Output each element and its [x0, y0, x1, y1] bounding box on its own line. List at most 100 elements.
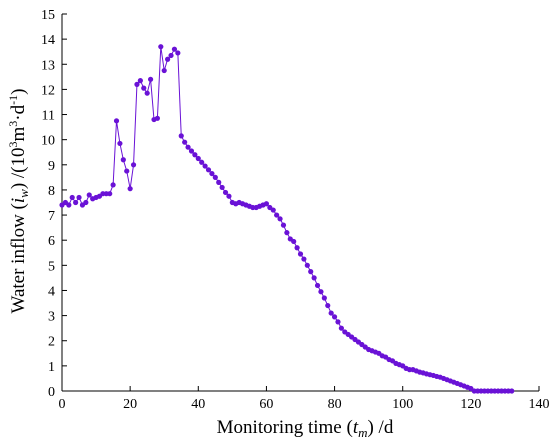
y-title-var: i	[8, 198, 29, 203]
y-tick-label: 0	[48, 385, 55, 400]
data-point	[154, 115, 160, 121]
y-tick-label: 6	[48, 234, 55, 249]
y-tick-label: 8	[48, 184, 55, 199]
x-tick-label: 60	[259, 397, 273, 412]
data-point	[226, 193, 232, 199]
data-point	[107, 191, 113, 197]
data-point	[144, 90, 150, 96]
data-point	[270, 207, 276, 213]
x-title-sub: m	[358, 425, 367, 440]
data-point	[335, 319, 341, 325]
data-point	[212, 174, 218, 180]
data-point	[277, 216, 283, 222]
x-tick-label: 0	[59, 397, 66, 412]
data-point	[168, 52, 174, 59]
y-tick-label: 14	[41, 33, 55, 48]
data-point	[171, 46, 178, 52]
data-point	[297, 251, 304, 257]
y-tick-label: 2	[48, 335, 55, 350]
y-tick-label: 7	[48, 209, 55, 224]
y-title-sup2: 3	[6, 121, 20, 127]
x-ticks: 0 20 40 60 80 100 120 140	[59, 386, 550, 412]
data-point	[284, 230, 290, 236]
x-tick-label: 140	[529, 397, 550, 412]
data-point	[117, 140, 123, 147]
x-title-var: t	[353, 417, 359, 438]
data-point	[120, 157, 126, 163]
data-point	[130, 162, 137, 168]
data-point	[195, 155, 201, 162]
data-point	[127, 186, 133, 192]
data-points	[59, 44, 515, 394]
data-point	[325, 302, 331, 309]
y-title-sup1: 3	[6, 141, 20, 147]
y-title-sup3: -1	[6, 95, 20, 105]
data-point	[291, 238, 297, 245]
x-tick-label: 80	[328, 397, 342, 412]
y-title-pre: Water inflow (	[8, 203, 29, 313]
x-title-pre: Monitoring time (	[217, 417, 353, 438]
data-point	[308, 269, 314, 275]
data-point	[86, 192, 92, 198]
y-title-sub: w	[16, 189, 31, 198]
data-point	[274, 212, 280, 218]
data-point	[165, 56, 171, 62]
y-tick-label: 3	[48, 310, 55, 325]
data-point	[192, 152, 198, 158]
y-title-mid: ) /(10	[8, 147, 29, 189]
y-tick-label: 12	[41, 83, 55, 98]
data-point	[134, 81, 140, 87]
x-tick-label: 20	[123, 397, 137, 412]
data-point	[66, 202, 72, 208]
data-point	[219, 184, 225, 191]
data-point	[141, 85, 147, 91]
x-tick-label: 40	[191, 397, 205, 412]
x-tick-label: 120	[460, 397, 481, 412]
data-point	[205, 167, 212, 173]
series-line	[61, 46, 512, 392]
data-point	[110, 182, 116, 188]
data-point	[294, 245, 300, 251]
data-point	[301, 256, 307, 262]
data-point	[311, 275, 317, 281]
series-water-inflow	[61, 46, 512, 392]
data-point	[209, 170, 215, 177]
data-point	[69, 194, 75, 201]
data-point	[147, 76, 154, 82]
data-point	[161, 67, 167, 74]
data-point	[178, 133, 184, 139]
y-axis-title: Water inflow (iw) /(103m3·d-1)	[6, 89, 31, 314]
y-tick-label: 4	[48, 284, 55, 299]
data-point	[83, 199, 89, 206]
y-tick-label: 15	[41, 8, 55, 23]
data-point	[509, 388, 515, 394]
data-point	[76, 194, 82, 201]
data-point	[137, 78, 143, 84]
x-title-post: ) /d	[367, 417, 393, 438]
data-point	[328, 310, 334, 316]
y-title-m: m	[8, 126, 29, 141]
data-point	[314, 282, 321, 289]
data-point	[158, 44, 164, 50]
data-point	[124, 168, 130, 174]
data-point	[331, 314, 338, 320]
data-point	[304, 262, 310, 268]
data-point	[202, 163, 208, 169]
data-point	[222, 189, 229, 196]
x-tick-label: 100	[392, 397, 413, 412]
data-point	[188, 148, 195, 154]
y-tick-label: 1	[48, 360, 55, 375]
data-point	[318, 289, 324, 295]
data-point	[263, 201, 270, 207]
y-tick-label: 10	[41, 134, 55, 149]
data-point	[280, 222, 287, 228]
y-title-post: )	[8, 89, 29, 95]
data-point	[175, 50, 181, 56]
data-point	[321, 295, 327, 301]
data-point	[338, 325, 344, 331]
data-point	[185, 144, 191, 150]
axes	[61, 14, 539, 392]
data-point	[199, 159, 205, 165]
